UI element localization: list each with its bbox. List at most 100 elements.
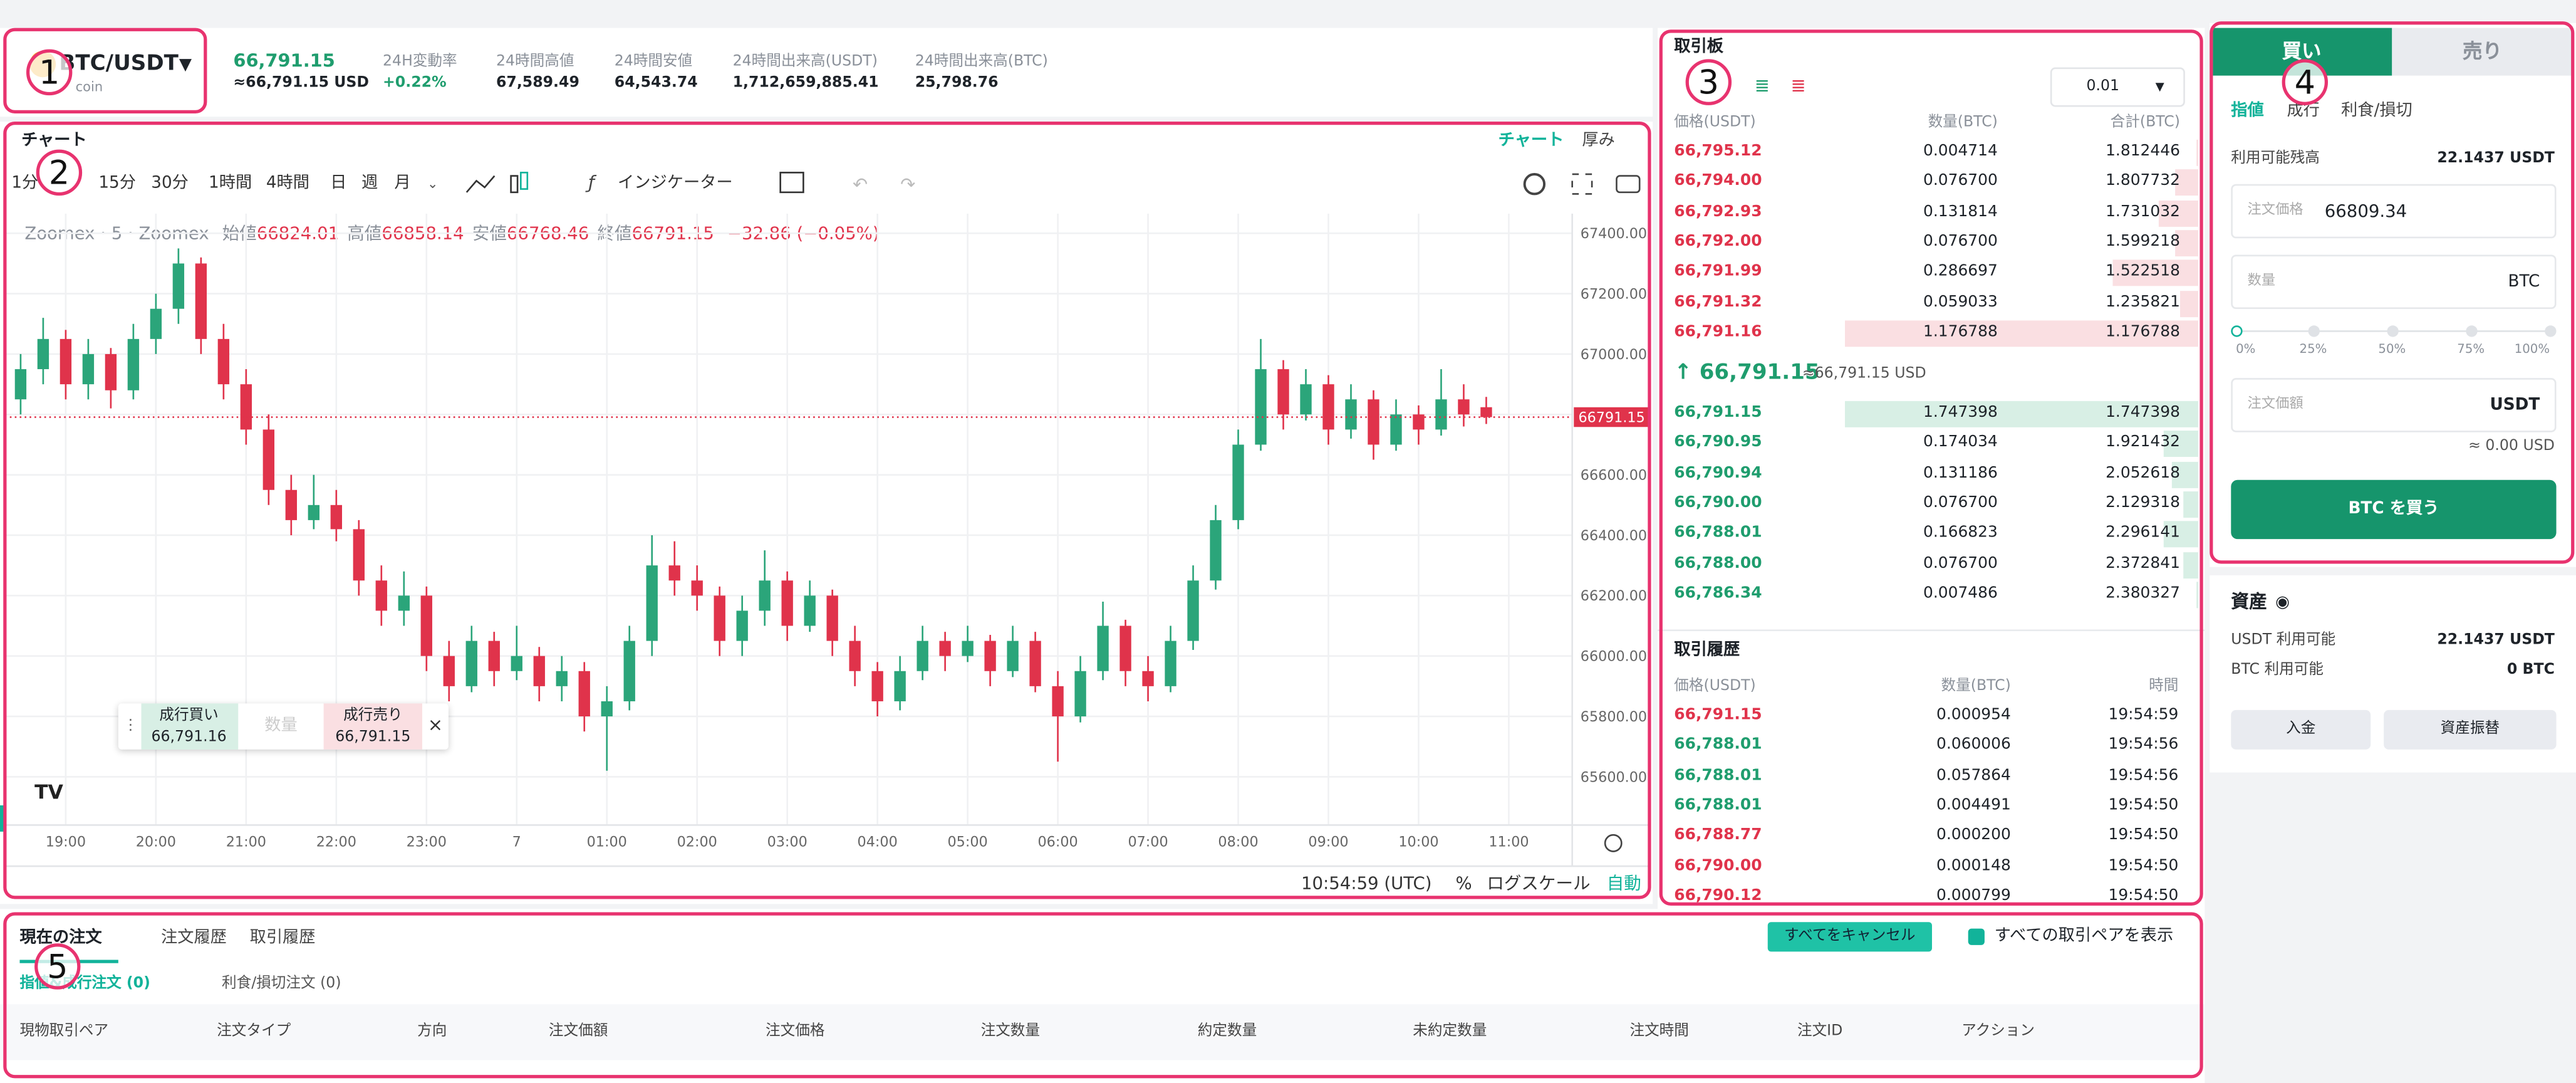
interval-button[interactable]: 30分 [151,174,189,193]
indicator-icon[interactable]: ƒ [588,172,595,194]
slider-stop[interactable] [2545,325,2557,337]
candle-body [1255,369,1267,445]
asset-button-label[interactable]: 入金 [2286,721,2316,738]
annotation-box [2210,21,2575,564]
interval-button[interactable]: 1時間 [209,174,252,193]
input-value: BTC [2508,272,2540,291]
orders-subtab[interactable]: 利食/損切注文 (0) [222,976,341,993]
template-icon[interactable] [779,172,804,194]
quick-buy-label[interactable]: 成行買い [159,708,219,725]
book-price[interactable]: 66,795.12 [1674,142,1762,160]
book-price[interactable]: 66,790.94 [1674,463,1762,482]
redo-icon[interactable]: ↷ [900,174,915,195]
legend-high: 66858.14 [382,224,464,244]
orders-tab[interactable]: 注文履歴 [161,929,227,948]
step-select[interactable] [2050,67,2185,107]
sell-tab[interactable] [2392,28,2573,76]
interval-button[interactable]: 月 [394,174,411,193]
book-price[interactable]: 66,791.32 [1674,292,1762,311]
quick-close[interactable]: × [427,714,444,736]
book-view-icon[interactable]: ≣ [1790,75,1806,97]
annotation-marker [36,149,83,196]
book-price[interactable]: 66,788.00 [1674,553,1762,572]
asset-button-label[interactable]: 資産振替 [2440,721,2500,738]
slider-stop[interactable] [2466,325,2478,337]
interval-button[interactable]: 日 [330,174,347,193]
trades-header: 価格(USDT) [1674,678,1756,695]
submit-label[interactable]: BTC を買う [2348,500,2439,518]
show-all-checkbox[interactable] [1968,928,1985,945]
candle-body [375,580,387,611]
book-price[interactable]: 66,790.95 [1674,433,1762,452]
book-view-icon[interactable]: ≣ [1754,75,1770,97]
book-price[interactable]: 66,792.00 [1674,232,1762,251]
asset-button[interactable] [2231,709,2371,750]
percent-toggle[interactable]: % [1455,874,1472,894]
book-price[interactable]: 66,791.15 [1674,403,1762,422]
book-price[interactable]: 66,786.34 [1674,583,1762,602]
slider-stop[interactable] [2231,325,2243,337]
book-price[interactable]: 66,788.01 [1674,523,1762,542]
order-type-tab[interactable]: 指値 [2231,102,2264,121]
book-price[interactable]: 66,791.16 [1674,322,1762,341]
stat-label: 24時間出来高(USDT) [732,54,878,71]
buy-tab-label[interactable]: 買い [2282,39,2322,63]
slider-stop[interactable] [2387,325,2399,337]
input-field[interactable] [2231,378,2557,432]
input-field[interactable] [2231,254,2557,310]
interval-more[interactable]: ⌄ [427,176,439,192]
annotation-number: 4 [2295,63,2315,102]
x-tick-label: 20:00 [136,834,176,850]
order-type-tab[interactable]: 成行 [2287,102,2320,121]
settings-icon[interactable] [1523,173,1546,196]
quick-sell[interactable] [323,703,422,750]
candle-icon[interactable] [520,172,529,190]
x-tick-label: 05:00 [948,834,988,850]
cancel-all-button[interactable] [1767,922,1933,952]
x-tick-label: 01:00 [587,834,627,850]
undo-icon[interactable]: ↶ [853,174,868,195]
book-qty: 0.076700 [1923,553,1998,572]
candle-body [1119,625,1131,671]
camera-icon[interactable] [1616,175,1641,194]
trade-time: 19:54:50 [2108,796,2179,815]
interval-button[interactable]: 4時間 [266,174,310,193]
goto-icon[interactable] [1604,834,1623,852]
interval-button[interactable]: 1分 [11,174,39,193]
sell-tab-label[interactable]: 売り [2463,39,2503,63]
candle-icon[interactable] [510,175,519,194]
candle-body [849,641,861,671]
book-price[interactable]: 66,791.99 [1674,262,1762,281]
quick-buy-price[interactable]: 66,791.16 [151,729,227,746]
depth-bar [1845,320,2198,347]
line-chart-icon[interactable] [465,175,496,193]
eye-icon[interactable]: ◉ [2275,594,2290,612]
orders-tab[interactable]: 取引履歴 [249,929,316,948]
quick-sell-price[interactable]: 66,791.15 [335,729,411,746]
view-tab[interactable]: 厚み [1582,132,1615,150]
pair-dropdown[interactable]: ▼ [179,56,192,75]
fullscreen-icon[interactable] [1571,173,1593,195]
stat-value: 25,798.76 [915,75,999,92]
indicator-button[interactable]: インジケーター [618,174,733,193]
orderbook-header: 数量(BTC) [1928,115,1998,132]
quick-qty-input[interactable]: 数量 [264,717,298,735]
cancel-all-label[interactable]: すべてをキャンセル [1784,928,1916,945]
auto-toggle[interactable]: 自動 [1606,874,1641,894]
view-tab[interactable]: チャート [1498,132,1564,150]
interval-button[interactable]: 週 [361,174,378,193]
quick-sell-label[interactable]: 成行売り [343,708,403,725]
quick-buy[interactable] [141,703,239,750]
book-price[interactable]: 66,790.00 [1674,493,1762,512]
depth-bar [2196,139,2198,166]
log-toggle[interactable]: ログスケール [1487,874,1591,894]
asset-button[interactable] [2384,709,2557,750]
slider-stop[interactable] [2308,325,2320,337]
book-price[interactable]: 66,794.00 [1674,172,1762,191]
interval-button[interactable]: 15分 [98,174,136,193]
book-price[interactable]: 66,792.93 [1674,202,1762,221]
slider-label: 100% [2514,341,2550,357]
order-type-tab[interactable]: 利食/損切 [2340,102,2412,121]
submit-button[interactable] [2231,479,2557,540]
input-field[interactable] [2231,184,2557,239]
